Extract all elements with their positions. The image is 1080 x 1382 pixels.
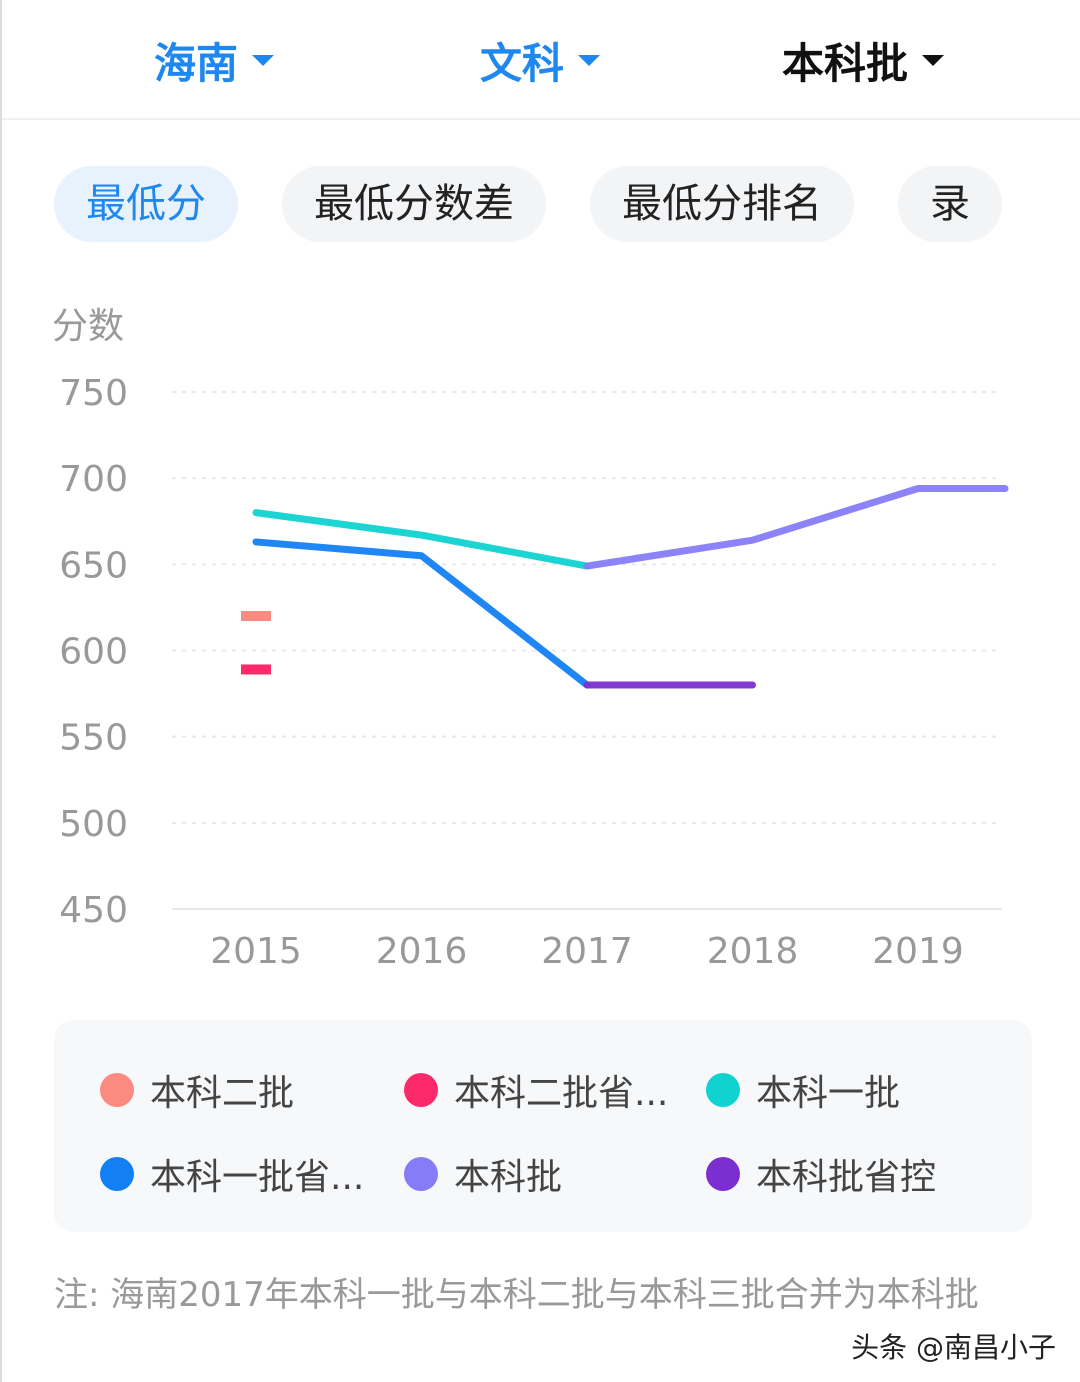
legend: 本科二批 本科二批省... 本科一批本科一批省... 本科批 本科批省控 (54, 1020, 1032, 1232)
legend-label: 本科批 (454, 1157, 563, 1198)
y-tick-label: 750 (59, 373, 128, 414)
legend-dot-icon (100, 1157, 134, 1191)
x-tick-label: 2018 (707, 931, 799, 972)
legend-label: 本科二批 (150, 1073, 295, 1114)
series-marker-1 (241, 664, 271, 675)
caret-down-icon (922, 55, 945, 66)
metric-tabs: 最低分 最低分数差 最低分排名录 (54, 166, 1032, 244)
filter-bar: 海南 文科 本科批 (2, 0, 1080, 120)
tab-min-score-rank[interactable]: 最低分排名 (590, 166, 854, 242)
x-tick-label: 2017 (541, 931, 633, 972)
subject-dropdown[interactable]: 文科 (480, 30, 601, 91)
y-tick-label: 450 (59, 890, 128, 931)
legend-item[interactable]: 本科一批省... (100, 1148, 364, 1200)
legend-item[interactable]: 本科批省控 (706, 1148, 936, 1200)
legend-label: 本科一批 (756, 1073, 901, 1114)
tab-admission[interactable]: 录 (898, 166, 1002, 242)
legend-item[interactable]: 本科二批省... (404, 1064, 668, 1116)
batch-dropdown[interactable]: 本科批 (782, 30, 945, 91)
legend-item[interactable]: 本科二批 (100, 1064, 294, 1116)
line-chart: 分数 750 700 650 600 550 500 450 2015 2016 2017 2018 2… (52, 306, 1009, 972)
x-tick-label: 2019 (872, 931, 964, 972)
y-tick-label: 500 (59, 804, 128, 845)
legend-dot-icon (100, 1073, 134, 1107)
y-tick-label: 600 (59, 632, 128, 673)
legend-dot-icon (706, 1073, 740, 1107)
province-label: 海南 (154, 39, 239, 88)
series-line-2 (252, 509, 591, 570)
tab-min-score[interactable]: 最低分 (54, 166, 238, 242)
subject-label: 文科 (480, 39, 565, 88)
x-tick-label: 2016 (376, 931, 468, 972)
legend-dot-icon (404, 1157, 438, 1191)
legend-label: 本科一批省... (150, 1157, 365, 1198)
caret-down-icon (252, 55, 275, 66)
footnote: 注: 海南2017年本科一批与本科二批与本科三批合并为本科批 (54, 1275, 979, 1315)
legend-dot-icon (706, 1157, 740, 1191)
series-marker-0 (241, 611, 271, 622)
legend-dot-icon (404, 1073, 438, 1107)
caret-down-icon (578, 55, 601, 66)
watermark: 头条 @南昌小子 (851, 1331, 1056, 1364)
legend-label: 本科批省控 (756, 1157, 937, 1198)
series-line-4 (583, 485, 1009, 570)
legend-item[interactable]: 本科批 (404, 1148, 562, 1200)
province-dropdown[interactable]: 海南 (154, 30, 275, 91)
y-tick-label: 700 (59, 459, 128, 500)
series-line-3 (252, 538, 591, 689)
legend-item[interactable]: 本科一批 (706, 1064, 900, 1116)
legend-label: 本科二批省... (454, 1073, 669, 1114)
tab-min-score-diff[interactable]: 最低分数差 (282, 166, 546, 242)
y-tick-label: 550 (59, 718, 128, 759)
batch-label: 本科批 (782, 39, 909, 88)
y-tick-label: 650 (59, 545, 128, 586)
x-tick-label: 2015 (210, 931, 302, 972)
y-axis-label: 分数 (52, 306, 124, 347)
